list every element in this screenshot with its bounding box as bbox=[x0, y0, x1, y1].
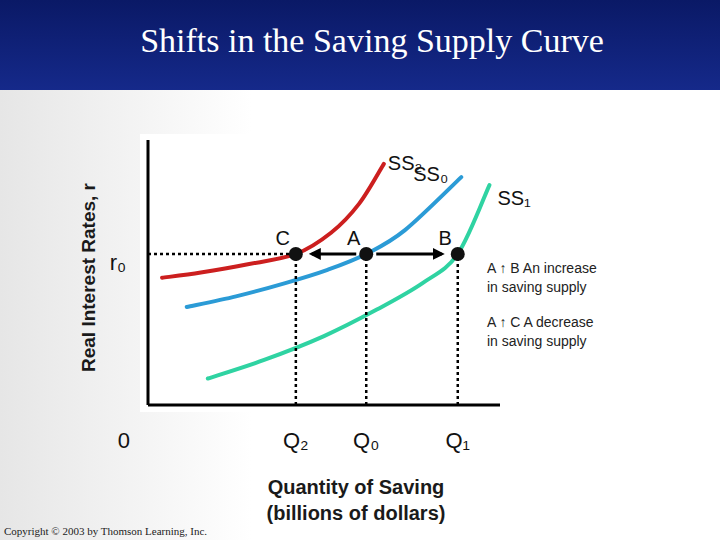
x-guide bbox=[365, 254, 368, 405]
annotation: in saving supply bbox=[487, 333, 587, 349]
plot-background bbox=[140, 134, 512, 412]
point-label: C bbox=[275, 227, 289, 249]
equilibrium-point bbox=[451, 247, 465, 261]
y-tick-label: r₀ bbox=[110, 250, 126, 275]
curves bbox=[162, 164, 489, 379]
y-axis bbox=[147, 140, 150, 405]
shift-arrow bbox=[376, 252, 442, 255]
shift-arrow bbox=[312, 252, 356, 255]
x-tick-label: Q₁ bbox=[445, 428, 470, 453]
supply-curve bbox=[187, 177, 462, 307]
x-axis-label: Quantity of Saving bbox=[268, 476, 445, 498]
y-axis-label: Real Interest Rates, r bbox=[78, 182, 99, 372]
point-label: A bbox=[347, 227, 361, 249]
point-label: B bbox=[438, 227, 451, 249]
header-band bbox=[0, 0, 720, 90]
x-axis bbox=[148, 404, 500, 407]
background bbox=[0, 0, 720, 540]
series-label: SS₁ bbox=[497, 187, 531, 209]
guides bbox=[148, 254, 458, 405]
x-guide bbox=[295, 254, 298, 405]
annotation: in saving supply bbox=[487, 279, 587, 295]
x-guide bbox=[457, 254, 460, 405]
title: Shifts in the Saving Supply Curve bbox=[140, 22, 604, 59]
equilibrium-point bbox=[359, 247, 373, 261]
y-guide bbox=[148, 253, 296, 256]
slide: Shifts in the Saving Supply CurveSS₂SS₀S… bbox=[0, 0, 720, 540]
x-tick-label: Q₂ bbox=[283, 428, 309, 453]
x-tick-label: 0 bbox=[118, 428, 130, 453]
equilibrium-point bbox=[289, 247, 303, 261]
x-tick-label: Q₀ bbox=[353, 428, 379, 453]
supply-curve bbox=[208, 185, 490, 378]
copyright: Copyright © 2003 by Thomson Learning, In… bbox=[4, 525, 207, 537]
series-label: SS₀ bbox=[413, 163, 448, 185]
annotation: A ↑ C A decrease bbox=[487, 314, 594, 330]
x-axis-label: (billions of dollars) bbox=[267, 502, 446, 524]
annotation: A ↑ B An increase bbox=[487, 260, 597, 276]
